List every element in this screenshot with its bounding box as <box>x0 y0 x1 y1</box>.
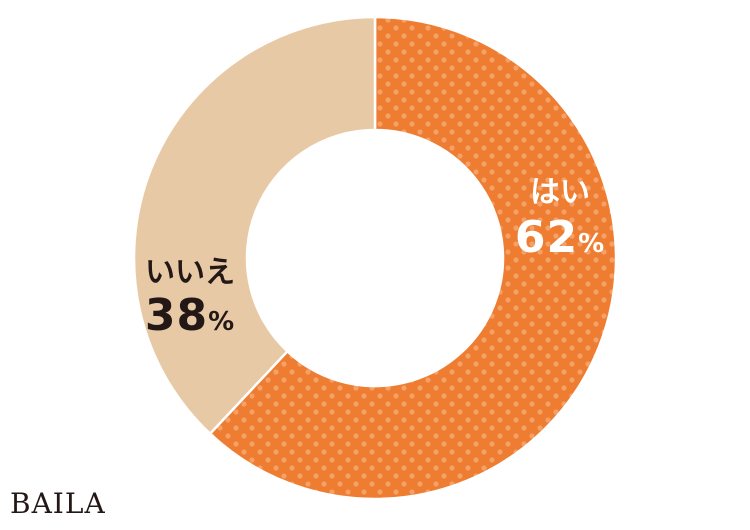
value-label: 62% <box>514 212 606 263</box>
slice-0 <box>208 15 618 501</box>
category-label: いいえ <box>145 255 235 290</box>
slice-label-yes: はい 62% <box>500 178 620 260</box>
baila-logo: BAILA <box>10 487 106 520</box>
slice-1 <box>132 15 377 436</box>
slice-label-no: いいえ 38% <box>125 258 255 338</box>
category-label: はい <box>530 175 590 210</box>
value-label: 38% <box>144 290 236 341</box>
